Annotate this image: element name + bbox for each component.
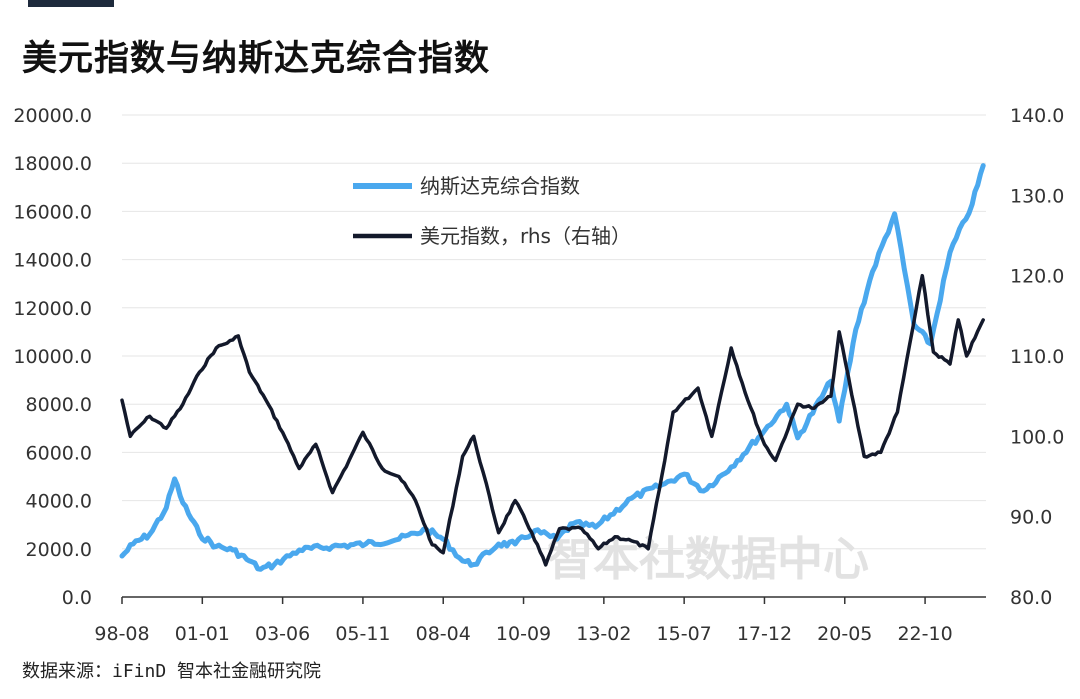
y-right-tick-label: 130.0 <box>1010 185 1064 207</box>
y-left-tick-label: 14000.0 <box>13 250 92 272</box>
y-left-tick-label: 10000.0 <box>13 346 92 368</box>
x-tick-label: 13-02 <box>576 623 631 645</box>
y-right-tick-label: 100.0 <box>1010 426 1064 448</box>
y-right-tick-label: 140.0 <box>1010 105 1064 127</box>
x-tick-label: 22-10 <box>897 623 952 645</box>
title-accent-bar <box>28 0 114 7</box>
dollar-index-series-line <box>120 273 985 567</box>
y-left-tick-label: 4000.0 <box>26 491 92 513</box>
y-left-tick-label: 6000.0 <box>26 442 92 464</box>
x-tick-label: 17-12 <box>737 623 792 645</box>
x-tick-label: 20-05 <box>817 623 872 645</box>
chart-title: 美元指数与纳斯达克综合指数 <box>22 39 491 79</box>
y-left-tick-label: 20000.0 <box>13 105 92 127</box>
x-tick-label: 08-04 <box>416 623 471 645</box>
legend-label: 纳斯达克综合指数 <box>420 174 580 198</box>
y-left-tick-label: 8000.0 <box>26 394 92 416</box>
y-right-tick-label: 120.0 <box>1010 266 1064 288</box>
y-left-tick-label: 12000.0 <box>13 298 92 320</box>
x-tick-label: 05-11 <box>335 623 390 645</box>
x-tick-label: 15-07 <box>657 623 712 645</box>
y-left-tick-label: 16000.0 <box>13 201 92 223</box>
y-left-tick-label: 18000.0 <box>13 153 92 175</box>
source-note: 数据来源：iFinD 智本社金融研究院 <box>22 661 322 682</box>
y-right-tick-label: 110.0 <box>1010 346 1064 368</box>
y-right-tick-label: 80.0 <box>1010 587 1052 609</box>
y-left-tick-label: 2000.0 <box>26 539 92 561</box>
watermark-text: 智本社数据中心 <box>547 532 869 586</box>
x-tick-label: 03-06 <box>255 623 310 645</box>
x-tick-label: 98-08 <box>94 623 149 645</box>
x-tick-label: 01-01 <box>175 623 230 645</box>
x-tick-label: 10-09 <box>496 623 551 645</box>
y-right-tick-label: 90.0 <box>1010 507 1052 529</box>
y-left-tick-label: 0.0 <box>62 587 92 609</box>
legend-label: 美元指数，rhs（右轴） <box>420 224 631 248</box>
nasdaq-series-line <box>119 163 986 572</box>
